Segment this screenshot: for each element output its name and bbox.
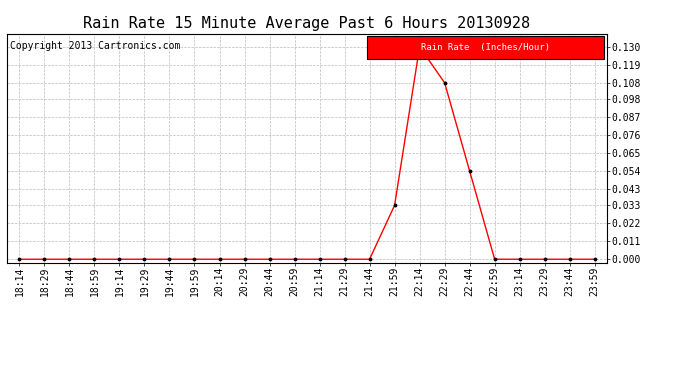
FancyBboxPatch shape [367,36,604,59]
Text: Copyright 2013 Cartronics.com: Copyright 2013 Cartronics.com [10,40,180,51]
Title: Rain Rate 15 Minute Average Past 6 Hours 20130928: Rain Rate 15 Minute Average Past 6 Hours… [83,16,531,31]
Text: Rain Rate  (Inches/Hour): Rain Rate (Inches/Hour) [421,43,550,52]
